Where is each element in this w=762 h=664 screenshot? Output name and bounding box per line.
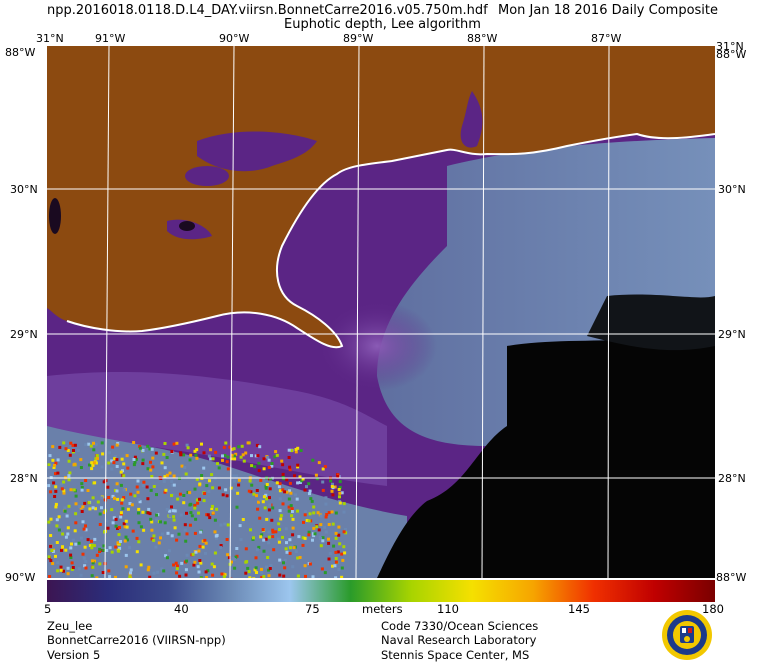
colorbar-min-label: 5 xyxy=(44,602,52,616)
marsh-patch xyxy=(179,221,195,231)
product-code: Zeu_lee xyxy=(47,619,93,633)
mid-water-band xyxy=(47,371,387,486)
colorbar-tick-75: 75 xyxy=(305,602,320,616)
org-location: Stennis Space Center, MS xyxy=(381,648,530,662)
coastline xyxy=(66,132,715,349)
lon-label-91w: 91°W xyxy=(95,32,126,45)
colorbar-tick-40: 40 xyxy=(174,602,189,616)
lat-label-28n-left: 28°N xyxy=(10,472,38,485)
version-label: Version 5 xyxy=(47,648,101,662)
mobile-bay xyxy=(460,91,483,148)
colorbar-max-label: 180 xyxy=(702,602,724,616)
marsh-patch xyxy=(49,198,61,234)
lat-label-30n-left: 30°N xyxy=(10,183,38,196)
lon-label-90w: 90°W xyxy=(219,32,250,45)
graticule xyxy=(47,46,715,578)
nrl-seal-logo xyxy=(662,610,712,660)
euphotic-depth-map[interactable] xyxy=(47,46,715,578)
colorbar-units: meters xyxy=(362,602,403,616)
lake-pontchartrain xyxy=(197,131,317,172)
top-right-lon-label: 88°W xyxy=(716,48,747,61)
lat-label-29n-left: 29°N xyxy=(10,328,38,341)
dataset-name: BonnetCarre2016 (VIIRSN-npp) xyxy=(47,633,226,647)
product-title: Euphotic depth, Lee algorithm xyxy=(284,17,481,32)
colorbar-tick-145: 145 xyxy=(568,602,590,616)
lake-maurepas xyxy=(185,166,229,186)
lat-label-30n-right: 30°N xyxy=(718,183,746,196)
org-code: Code 7330/Ocean Sciences xyxy=(381,619,539,633)
bottom-left-lon-label: 90°W xyxy=(5,571,36,584)
date-label: Mon Jan 18 2016 Daily Composite xyxy=(498,3,719,18)
colorbar xyxy=(47,580,715,602)
lon-label-87w: 87°W xyxy=(591,32,622,45)
no-data-region xyxy=(377,331,715,578)
lon-label-88w: 88°W xyxy=(467,32,498,45)
top-left-lon-label: 88°W xyxy=(5,46,36,59)
land-mass xyxy=(47,46,715,348)
lat-label-29n-right: 29°N xyxy=(718,328,746,341)
colorbar-tick-110: 110 xyxy=(437,602,459,616)
top-left-lat-label: 31°N xyxy=(36,32,64,45)
southwest-water xyxy=(47,426,407,578)
river-plume xyxy=(317,301,437,391)
lon-label-89w: 89°W xyxy=(343,32,374,45)
bottom-right-lon-label: 88°W xyxy=(716,571,747,584)
no-data-patch xyxy=(587,294,715,351)
file-name: npp.2016018.0118.D.L4_DAY.viirsn.BonnetC… xyxy=(47,3,488,18)
org-name: Naval Research Laboratory xyxy=(381,633,537,647)
top-right-lat-label: 31°N xyxy=(716,40,744,53)
lat-label-28n-right: 28°N xyxy=(718,472,746,485)
